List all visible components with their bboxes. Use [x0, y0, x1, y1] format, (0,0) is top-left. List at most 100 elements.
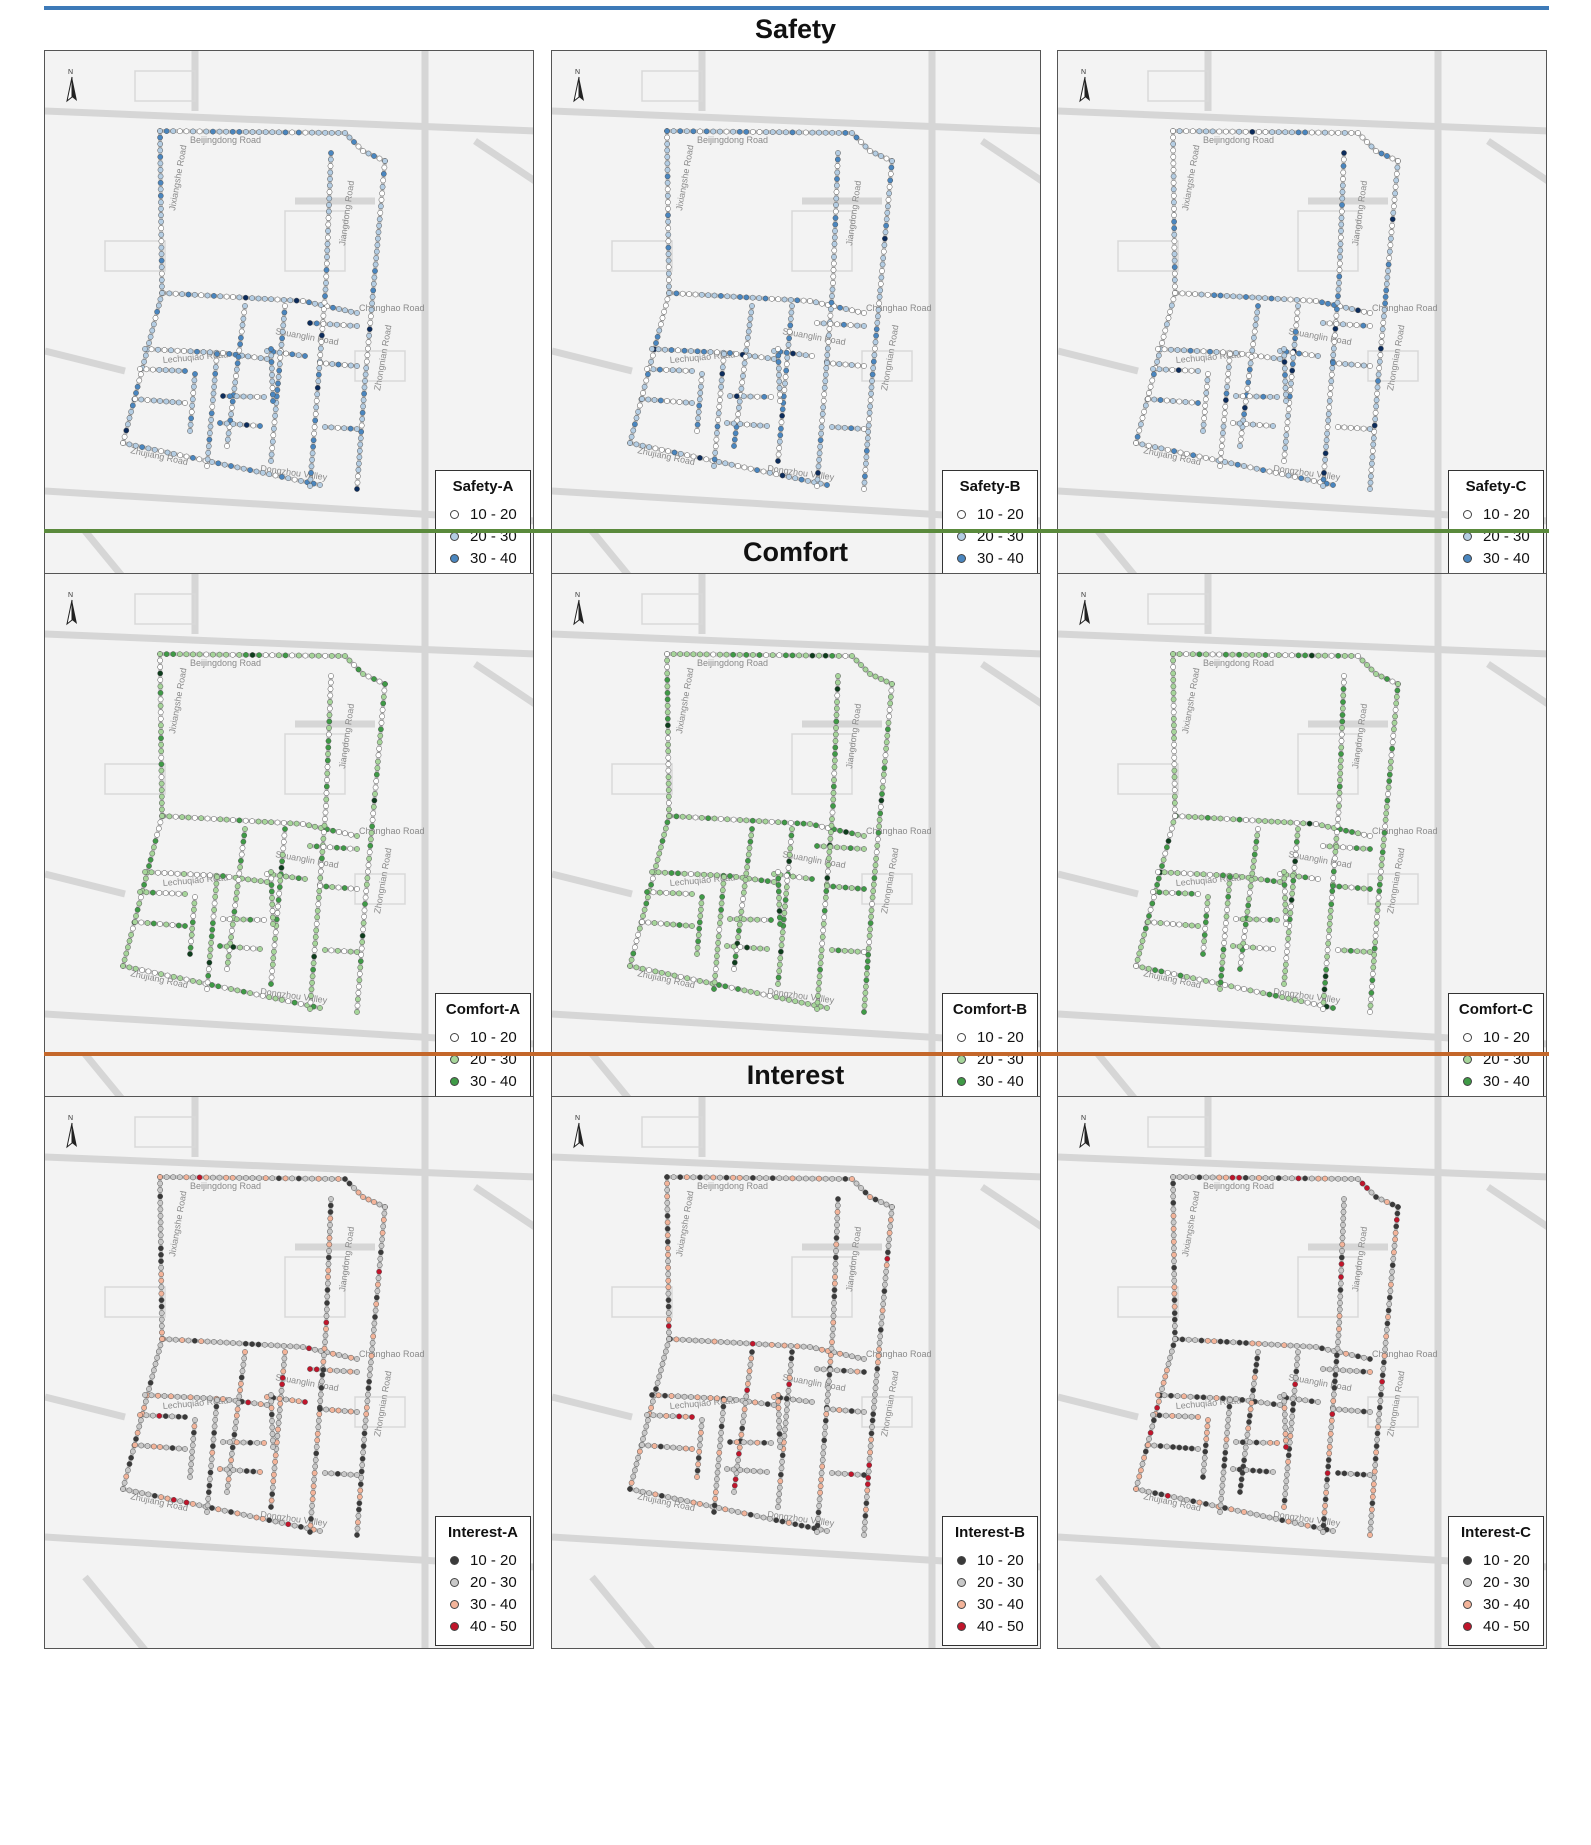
- survey-point: [356, 1500, 363, 1507]
- survey-point: [328, 1196, 334, 1202]
- survey-point: [1343, 827, 1349, 834]
- survey-point: [1272, 992, 1279, 999]
- survey-point: [1176, 921, 1183, 928]
- survey-point: [819, 823, 825, 830]
- survey-point: [1360, 1368, 1367, 1375]
- survey-point: [736, 398, 743, 405]
- survey-point: [256, 1175, 262, 1181]
- survey-point: [376, 745, 382, 752]
- survey-point: [824, 360, 830, 366]
- survey-point: [684, 975, 691, 982]
- survey-point: [269, 961, 276, 968]
- survey-point: [236, 652, 243, 658]
- survey-point: [676, 922, 683, 928]
- legend-label: 40 - 50: [470, 1617, 517, 1635]
- survey-point: [1367, 1472, 1373, 1478]
- survey-point: [843, 1352, 849, 1358]
- survey-point: [1364, 662, 1370, 668]
- survey-point: [324, 777, 330, 783]
- survey-point: [325, 1267, 332, 1274]
- survey-point: [861, 846, 867, 852]
- survey-point: [1249, 129, 1256, 135]
- survey-point: [1253, 1361, 1260, 1368]
- survey-point: [1326, 398, 1333, 404]
- survey-point: [146, 340, 152, 346]
- survey-point: [1336, 260, 1343, 267]
- survey-point: [1382, 300, 1388, 307]
- survey-point: [1369, 448, 1376, 454]
- survey-point: [1249, 294, 1256, 301]
- survey-point: [661, 308, 667, 315]
- survey-point: [279, 858, 285, 865]
- survey-point: [341, 425, 348, 432]
- survey-point: [776, 968, 783, 974]
- survey-point: [775, 1411, 782, 1418]
- survey-point: [849, 307, 855, 314]
- survey-point: [1260, 467, 1266, 473]
- survey-point: [776, 1437, 783, 1444]
- legend-item: 30 - 40: [1449, 1070, 1543, 1092]
- survey-point: [1172, 283, 1178, 290]
- survey-point: [635, 931, 641, 938]
- survey-point: [158, 225, 165, 232]
- survey-point: [1251, 334, 1257, 341]
- legend-item: 30 - 40: [1449, 547, 1543, 569]
- survey-point: [837, 827, 843, 834]
- survey-point: [665, 212, 671, 219]
- map-panel-comfort-a: Beijingdong Road Jixiangshe Road Lechuqiao…: [44, 573, 534, 1126]
- survey-point: [818, 1470, 825, 1476]
- survey-point: [268, 981, 274, 987]
- survey-point: [239, 845, 246, 851]
- survey-point: [279, 1520, 285, 1526]
- survey-point: [233, 896, 239, 902]
- survey-point: [888, 164, 895, 171]
- survey-point: [1196, 976, 1203, 983]
- survey-point: [789, 652, 796, 659]
- survey-point: [314, 907, 321, 914]
- survey-point: [205, 1489, 212, 1496]
- survey-point: [1239, 393, 1246, 400]
- survey-point: [1336, 803, 1342, 809]
- survey-point: [378, 196, 385, 203]
- survey-point: [877, 1327, 884, 1333]
- survey-point: [1282, 961, 1289, 968]
- survey-point: [372, 1314, 378, 1320]
- survey-point: [1348, 1176, 1355, 1182]
- survey-point: [317, 1406, 323, 1412]
- survey-point: [268, 458, 274, 464]
- survey-point: [310, 443, 316, 450]
- survey-point: [1367, 1009, 1373, 1015]
- survey-point: [162, 367, 169, 373]
- survey-point: [717, 397, 723, 403]
- survey-point: [251, 354, 258, 361]
- survey-point: [1247, 987, 1254, 994]
- survey-point: [138, 1417, 144, 1424]
- survey-point: [289, 1175, 295, 1182]
- survey-point: [169, 1413, 175, 1420]
- survey-point: [1320, 1522, 1327, 1529]
- survey-point: [782, 1420, 789, 1426]
- survey-point: [157, 154, 164, 160]
- survey-point: [1174, 870, 1181, 876]
- survey-point: [247, 916, 254, 923]
- survey-point: [189, 396, 196, 403]
- survey-point: [872, 868, 878, 875]
- survey-point: [728, 1507, 735, 1514]
- survey-point: [664, 819, 671, 826]
- survey-point: [144, 1443, 151, 1449]
- survey-point: [835, 653, 842, 659]
- survey-point: [291, 999, 298, 1006]
- survey-point: [121, 433, 128, 440]
- survey-point: [187, 1467, 194, 1474]
- survey-point: [1391, 203, 1397, 210]
- survey-point: [237, 1467, 243, 1474]
- survey-point: [633, 964, 640, 971]
- survey-point: [1198, 814, 1205, 821]
- survey-point: [239, 322, 246, 328]
- survey-point: [208, 1456, 215, 1463]
- survey-point: [191, 1423, 198, 1430]
- survey-point: [1201, 1455, 1208, 1461]
- survey-point: [257, 423, 263, 429]
- survey-point: [1282, 1491, 1289, 1497]
- survey-point: [221, 984, 228, 991]
